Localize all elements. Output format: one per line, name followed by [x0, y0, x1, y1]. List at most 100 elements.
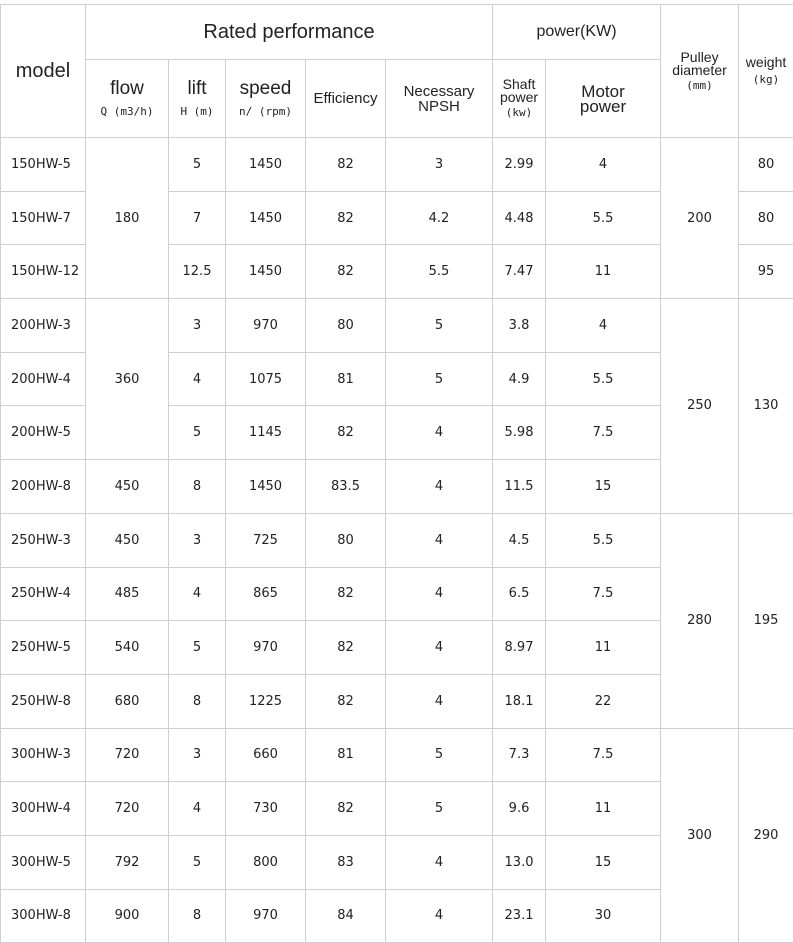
cell-motor-power: 7.5: [546, 406, 661, 460]
cell-model: 200HW-5: [1, 406, 86, 460]
cell-lift: 4: [169, 352, 226, 406]
header-efficiency: Efficiency: [306, 60, 386, 138]
cell-efficiency: 82: [306, 406, 386, 460]
cell-flow: 540: [86, 621, 169, 675]
cell-pulley: 300: [661, 728, 739, 943]
cell-shaft-power: 7.3: [493, 728, 546, 782]
pump-performance-table: model Rated performance power(KW) Pulley…: [0, 4, 793, 943]
cell-motor-power: 5.5: [546, 191, 661, 245]
flow-unit: Q (m3/h): [86, 105, 168, 118]
cell-speed: 970: [226, 621, 306, 675]
cell-motor-power: 4: [546, 299, 661, 353]
cell-lift: 5: [169, 835, 226, 889]
cell-npsh: 5.5: [386, 245, 493, 299]
cell-speed: 730: [226, 782, 306, 836]
cell-lift: 4: [169, 567, 226, 621]
cell-model: 250HW-8: [1, 674, 86, 728]
weight-label: weight: [746, 54, 786, 70]
cell-shaft-power: 3.8: [493, 299, 546, 353]
cell-speed: 970: [226, 299, 306, 353]
cell-speed: 1450: [226, 138, 306, 192]
cell-shaft-power: 4.5: [493, 513, 546, 567]
cell-speed: 1225: [226, 674, 306, 728]
cell-flow: 450: [86, 460, 169, 514]
cell-npsh: 4.2: [386, 191, 493, 245]
cell-shaft-power: 8.97: [493, 621, 546, 675]
cell-shaft-power: 2.99: [493, 138, 546, 192]
cell-shaft-power: 18.1: [493, 674, 546, 728]
cell-model: 250HW-5: [1, 621, 86, 675]
pulley-unit: (mm): [661, 79, 738, 92]
cell-efficiency: 82: [306, 138, 386, 192]
cell-npsh: 5: [386, 782, 493, 836]
cell-lift: 7: [169, 191, 226, 245]
shaft-unit: (kw): [493, 106, 545, 119]
cell-efficiency: 80: [306, 299, 386, 353]
cell-efficiency: 82: [306, 621, 386, 675]
cell-model: 250HW-4: [1, 567, 86, 621]
cell-speed: 865: [226, 567, 306, 621]
cell-model: 200HW-3: [1, 299, 86, 353]
cell-shaft-power: 6.5: [493, 567, 546, 621]
cell-motor-power: 7.5: [546, 567, 661, 621]
cell-motor-power: 22: [546, 674, 661, 728]
cell-weight: 80: [739, 191, 793, 245]
shaft-label: Shaft power: [499, 78, 539, 104]
cell-efficiency: 83.5: [306, 460, 386, 514]
cell-efficiency: 82: [306, 782, 386, 836]
cell-flow: 720: [86, 728, 169, 782]
header-shaft-power: Shaft power (kw): [493, 60, 546, 138]
cell-speed: 1450: [226, 191, 306, 245]
header-power: power(KW): [493, 5, 661, 60]
cell-motor-power: 5.5: [546, 352, 661, 406]
cell-efficiency: 80: [306, 513, 386, 567]
cell-lift: 3: [169, 728, 226, 782]
header-npsh: Necessary NPSH: [386, 60, 493, 138]
cell-model: 150HW-5: [1, 138, 86, 192]
cell-npsh: 4: [386, 674, 493, 728]
header-rated-performance: Rated performance: [86, 5, 493, 60]
cell-npsh: 5: [386, 299, 493, 353]
cell-speed: 725: [226, 513, 306, 567]
cell-weight: 130: [739, 299, 793, 514]
cell-lift: 5: [169, 406, 226, 460]
cell-shaft-power: 7.47: [493, 245, 546, 299]
cell-model: 200HW-4: [1, 352, 86, 406]
cell-pulley: 280: [661, 513, 739, 728]
cell-lift: 5: [169, 621, 226, 675]
cell-lift: 3: [169, 513, 226, 567]
cell-pulley: 250: [661, 299, 739, 514]
cell-weight: 95: [739, 245, 793, 299]
cell-model: 150HW-12: [1, 245, 86, 299]
cell-motor-power: 11: [546, 245, 661, 299]
cell-flow: 360: [86, 299, 169, 460]
cell-model: 250HW-3: [1, 513, 86, 567]
cell-efficiency: 83: [306, 835, 386, 889]
cell-flow: 680: [86, 674, 169, 728]
cell-motor-power: 11: [546, 782, 661, 836]
cell-npsh: 5: [386, 728, 493, 782]
cell-lift: 5: [169, 138, 226, 192]
cell-weight: 195: [739, 513, 793, 728]
cell-efficiency: 82: [306, 674, 386, 728]
cell-shaft-power: 9.6: [493, 782, 546, 836]
cell-shaft-power: 5.98: [493, 406, 546, 460]
cell-speed: 1075: [226, 352, 306, 406]
cell-npsh: 4: [386, 513, 493, 567]
lift-label: lift: [169, 79, 225, 99]
weight-unit: (kg): [739, 73, 793, 86]
header-motor-power: Motor power: [546, 60, 661, 138]
cell-model: 300HW-3: [1, 728, 86, 782]
cell-motor-power: 7.5: [546, 728, 661, 782]
cell-speed: 1145: [226, 406, 306, 460]
flow-label: flow: [86, 79, 168, 99]
cell-npsh: 5: [386, 352, 493, 406]
cell-model: 200HW-8: [1, 460, 86, 514]
motor-label: Motor power: [573, 84, 633, 114]
header-flow: flow Q (m3/h): [86, 60, 169, 138]
cell-npsh: 3: [386, 138, 493, 192]
